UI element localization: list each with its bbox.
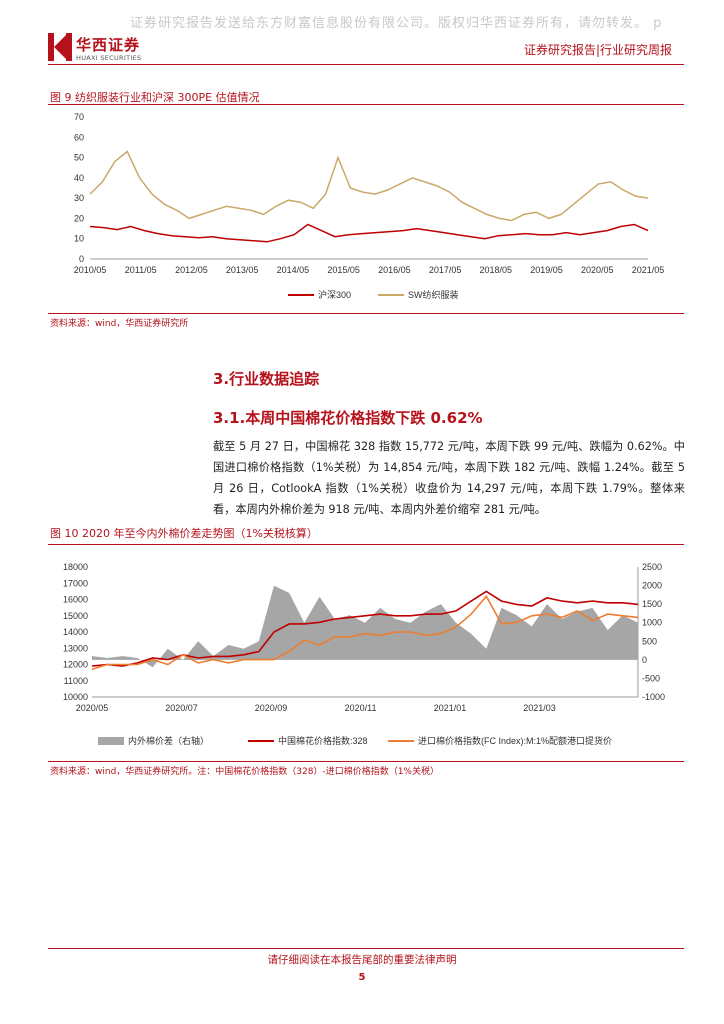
company-logo: 华西证券 HUAXI SECURITIES (48, 33, 188, 65)
x-tick-label: 2015/05 (327, 265, 360, 275)
legend-label: 中国棉花价格指数:328 (278, 735, 368, 746)
y-tick-label: 16000 (63, 595, 88, 605)
x-tick-label: 2020/09 (255, 703, 288, 713)
y-tick-label: 17000 (63, 578, 88, 588)
x-tick-label: 2021/03 (523, 703, 556, 713)
y-tick-label: 12000 (63, 660, 88, 670)
page-number: 5 (358, 972, 366, 983)
x-tick-label: 2020/11 (345, 703, 377, 713)
y-tick-label: 11000 (64, 676, 88, 686)
x-tick-label: 2018/05 (480, 265, 513, 275)
y2-tick-label: 2000 (642, 581, 662, 591)
figure10-title: 图 10 2020 年至今内外棉价差走势图（1%关税核算） (50, 527, 318, 540)
x-tick-label: 2016/05 (378, 265, 411, 275)
figure9-title: 图 9 纺织服装行业和沪深 300PE 估值情况 (50, 91, 260, 104)
report-type: 证券研究报告|行业研究周报 (523, 43, 672, 57)
figure10-frame: 10000 11000 12000 13000 14000 15000 16000 17000… (48, 544, 684, 762)
x-tick-label: 2010/05 (74, 265, 107, 275)
body-paragraph: 截至 5 月 27 日，中国棉花 328 指数 15,772 元/吨，本周下跌 … (213, 440, 685, 516)
series-area (92, 585, 638, 668)
y-tick-label: 70 (74, 112, 84, 122)
x-tick-label: 2019/05 (530, 265, 563, 275)
series-line (91, 594, 639, 671)
y2-tick-label: 1500 (642, 599, 662, 609)
series-line (89, 223, 649, 243)
subsection-heading: 3.1.本周中国棉花价格指数下跌 0.62% (213, 409, 483, 427)
logo-name-en: HUAXI SECURITIES (76, 54, 142, 62)
header-divider (48, 64, 684, 65)
y-tick-label: 50 (74, 153, 84, 163)
y-tick-label: 18000 (63, 562, 88, 572)
y2-tick-label: 1000 (642, 618, 662, 628)
section-heading: 3.行业数据追踪 (213, 370, 320, 388)
figure9-frame: 0 10 20 30 40 50 60 70 2010/05 2011/05 2012/05 2013… (48, 104, 684, 314)
x-tick-label: 2011/05 (125, 265, 157, 275)
huaxi-logo-icon (48, 33, 72, 61)
footer-disclaimer: 请仔细阅读在本报告尾部的重要法律声明 (267, 954, 457, 966)
legend-label: 进口棉价格指数(FC Index):M:1%配额港口提货价 (418, 735, 612, 746)
y-tick-label: 20 (74, 213, 84, 223)
x-tick-label: 2013/05 (226, 265, 259, 275)
logo-name-cn: 华西证券 (76, 36, 141, 54)
y-tick-label: 10000 (63, 692, 88, 702)
x-tick-label: 2020/05 (581, 265, 614, 275)
y-tick-label: 60 (74, 132, 84, 142)
y2-tick-label: 500 (642, 636, 657, 646)
x-tick-label: 2017/05 (429, 265, 462, 275)
figure9-source: 资料来源：wind，华西证券研究所 (50, 319, 189, 329)
legend-label: 沪深300 (318, 289, 351, 300)
y-tick-label: 40 (74, 173, 84, 183)
y2-tick-label: -500 (642, 673, 660, 683)
y-tick-label: 13000 (63, 643, 88, 653)
x-tick-label: 2020/05 (76, 703, 109, 713)
y-tick-label: 10 (74, 234, 84, 244)
y2-tick-label: 2500 (642, 562, 662, 572)
series-line (89, 150, 649, 222)
x-tick-label: 2014/05 (277, 265, 310, 275)
figure9-chart: 0 10 20 30 40 50 60 70 2010/05 2011/05 2012/05 2013… (74, 112, 665, 300)
figure10-chart: 1000011000120001300014000150001600017000… (63, 562, 665, 746)
figure10-source: 资料来源：wind，华西证券研究所。注：中国棉花价格指数（328）-进口棉价格指… (50, 767, 439, 777)
watermark-text: 证券研究报告发送给东方财富信息股份有限公司。版权归华西证券所有，请勿转发。 p (130, 16, 663, 31)
x-tick-label: 2012/05 (175, 265, 208, 275)
x-tick-label: 2021/05 (632, 265, 665, 275)
y2-tick-label: -1000 (642, 692, 665, 702)
legend-label: SW纺织服装 (408, 289, 459, 300)
y-tick-label: 14000 (63, 627, 88, 637)
x-tick-label: 2020/07 (165, 703, 198, 713)
x-tick-label: 2021/01 (434, 703, 467, 713)
y-tick-label: 0 (79, 254, 84, 264)
y2-tick-label: 0 (642, 655, 647, 665)
footer-divider (48, 948, 684, 949)
legend-label: 内外棉价差（右轴） (128, 735, 209, 746)
y-tick-label: 30 (74, 193, 84, 203)
legend-swatch (98, 737, 124, 745)
y-tick-label: 15000 (63, 611, 88, 621)
